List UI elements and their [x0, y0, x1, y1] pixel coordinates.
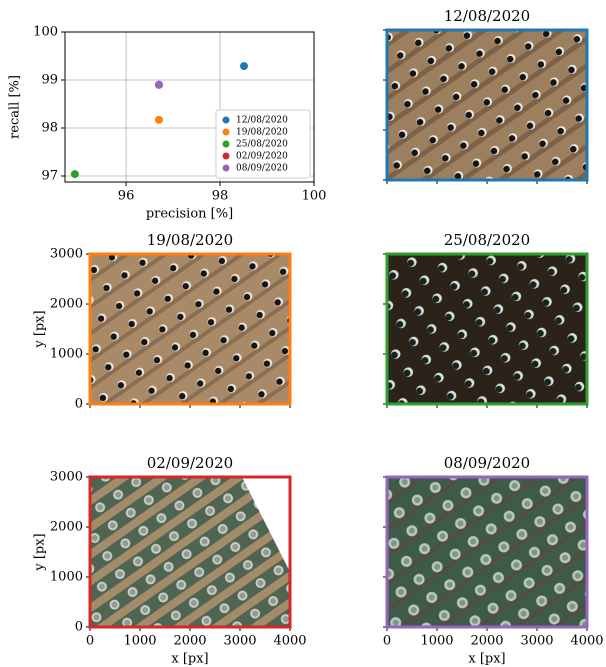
y-tick-label: 99: [41, 73, 58, 88]
legend-label: 02/09/2020: [236, 152, 288, 162]
y-tick-label: 2000: [50, 520, 83, 535]
panel-frame: [385, 28, 589, 182]
legend-label: 08/09/2020: [236, 164, 288, 174]
x-tick-label: 2000: [470, 634, 503, 649]
legend: 12/08/2020 19/08/2020 25/08/2020 02/09/2020…: [215, 109, 311, 179]
data-point: [239, 62, 248, 71]
x-axis-label: x [px]: [171, 652, 208, 667]
panel-title: 25/08/2020: [444, 231, 530, 249]
photo: [387, 254, 587, 404]
y-tick-label: 0: [75, 620, 83, 635]
panel-title: 19/08/2020: [147, 231, 233, 249]
x-tick-label: 1000: [123, 634, 156, 649]
y-axis-label: y [px]: [33, 533, 48, 571]
y-tick-label: 0: [75, 397, 83, 412]
panel-title: 12/08/2020: [444, 7, 530, 25]
data-point: [154, 115, 163, 124]
x-axis-label: x [px]: [468, 652, 505, 667]
photo: [387, 30, 587, 180]
x-tick-label: 96: [118, 189, 135, 204]
legend-label: 25/08/2020: [236, 140, 288, 150]
data-point: [70, 170, 79, 179]
legend-marker: [222, 128, 230, 136]
x-tick-label: 4000: [273, 634, 306, 649]
x-axis-label: precision [%]: [146, 207, 233, 222]
x-tick-label: 100: [302, 189, 327, 204]
legend-marker: [222, 152, 230, 160]
axes-frame: [64, 31, 315, 183]
legend-label: 12/08/2020: [236, 116, 288, 126]
data-point: [154, 80, 163, 89]
x-tick-label: 3000: [520, 634, 553, 649]
panel-frame: [88, 475, 292, 629]
y-tick-label: 100: [33, 25, 58, 40]
y-axis-label: y [px]: [33, 310, 48, 348]
x-tick-label: 1000: [420, 634, 453, 649]
photo: [90, 254, 290, 404]
y-tick-label: 98: [41, 121, 58, 136]
y-tick-label: 1000: [50, 570, 83, 585]
legend-label: 19/08/2020: [236, 128, 288, 138]
legend-marker: [222, 164, 230, 172]
panel-title: 08/09/2020: [444, 454, 530, 472]
panel-frame: [385, 252, 589, 406]
y-tick-label: 2000: [50, 297, 83, 312]
x-tick-label: 3000: [223, 634, 256, 649]
y-tick-label: 1000: [50, 347, 83, 362]
masked-region: [242, 477, 290, 572]
y-tick-label: 3000: [50, 247, 83, 262]
x-tick-label: 0: [86, 634, 94, 649]
x-tick-label: 2000: [173, 634, 206, 649]
legend-marker: [222, 140, 230, 148]
y-axis-label: recall [%]: [8, 75, 23, 139]
x-tick-label: 0: [383, 634, 391, 649]
x-tick-label: 4000: [570, 634, 603, 649]
panel-frame: [385, 475, 589, 629]
photo: [387, 477, 587, 627]
x-tick-label: 98: [212, 189, 229, 204]
panel-title: 02/09/2020: [147, 454, 233, 472]
panel-frame: [88, 252, 292, 406]
legend-marker: [222, 116, 230, 124]
y-tick-label: 97: [41, 169, 58, 184]
legend-box: [215, 109, 311, 179]
y-tick-label: 3000: [50, 470, 83, 485]
